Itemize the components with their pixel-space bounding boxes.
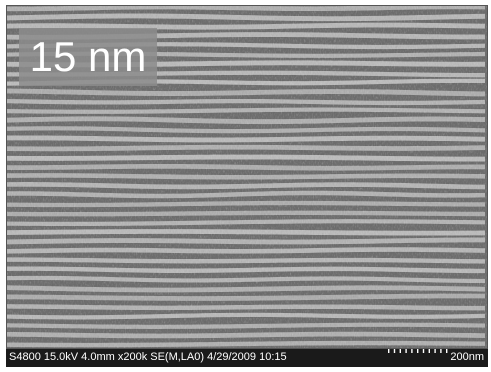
scale-bar-tick — [422, 349, 425, 353]
scale-bar-tick — [411, 349, 413, 353]
lamella-stripe — [7, 173, 486, 180]
scale-bar-tick — [388, 349, 390, 353]
scale-bar-tick — [428, 349, 430, 353]
lamella-stripe — [7, 116, 486, 125]
lamella-stripe — [7, 6, 486, 12]
lamella-stripe — [7, 13, 486, 22]
sem-info-bar: S4800 15.0kV 4.0mm x200k SE(M,LA0) 4/29/… — [6, 349, 488, 367]
lamella-stripe — [7, 88, 486, 97]
lamella-stripe — [7, 154, 486, 162]
lamella-stripe — [7, 126, 486, 134]
scale-bar-ticks — [388, 349, 448, 353]
lamella-stripe — [7, 210, 486, 217]
lamella-stripe — [7, 322, 486, 329]
lamella-stripe — [7, 200, 486, 208]
scale-bar-text: 200nm — [450, 351, 484, 363]
lamella-stripe — [7, 219, 486, 227]
lamella-stripe — [7, 182, 486, 190]
lamella-stripe — [7, 312, 486, 320]
lamella-stripe — [7, 247, 486, 254]
scale-bar-tick — [393, 349, 396, 353]
lamella-stripe — [7, 163, 486, 171]
lamella-stripe — [7, 135, 486, 143]
lamella-stripe — [7, 107, 486, 114]
scale-bar-tick — [434, 349, 436, 353]
scale-bar-tick — [446, 349, 448, 353]
lamella-stripe — [7, 293, 486, 301]
lamella-stripe — [7, 237, 486, 245]
lamella-stripe — [7, 275, 486, 284]
lamella-stripe — [7, 257, 486, 264]
lamella-stripe — [7, 331, 486, 339]
lamella-stripe — [7, 98, 486, 106]
scale-label-box: 15 nm — [19, 28, 157, 86]
lamella-stripe — [7, 22, 486, 30]
scale-bar-tick — [440, 349, 442, 353]
lamella-stripe — [7, 266, 486, 274]
lamella-stripe — [7, 190, 486, 199]
scale-bar-tick — [417, 349, 419, 353]
scale-label: 15 nm — [29, 33, 147, 80]
lamella-stripe — [7, 229, 486, 236]
lamella-stripe — [7, 285, 486, 293]
scale-bar-tick — [399, 349, 401, 353]
instrument-info-text: S4800 15.0kV 4.0mm x200k SE(M,LA0) 4/29/… — [9, 351, 287, 363]
lamella-stripe — [7, 340, 486, 348]
scale-bar-tick — [405, 349, 407, 353]
lamella-stripe — [7, 144, 486, 152]
lamella-stripe — [7, 304, 486, 311]
sem-micrograph: 15 nm — [6, 5, 488, 349]
